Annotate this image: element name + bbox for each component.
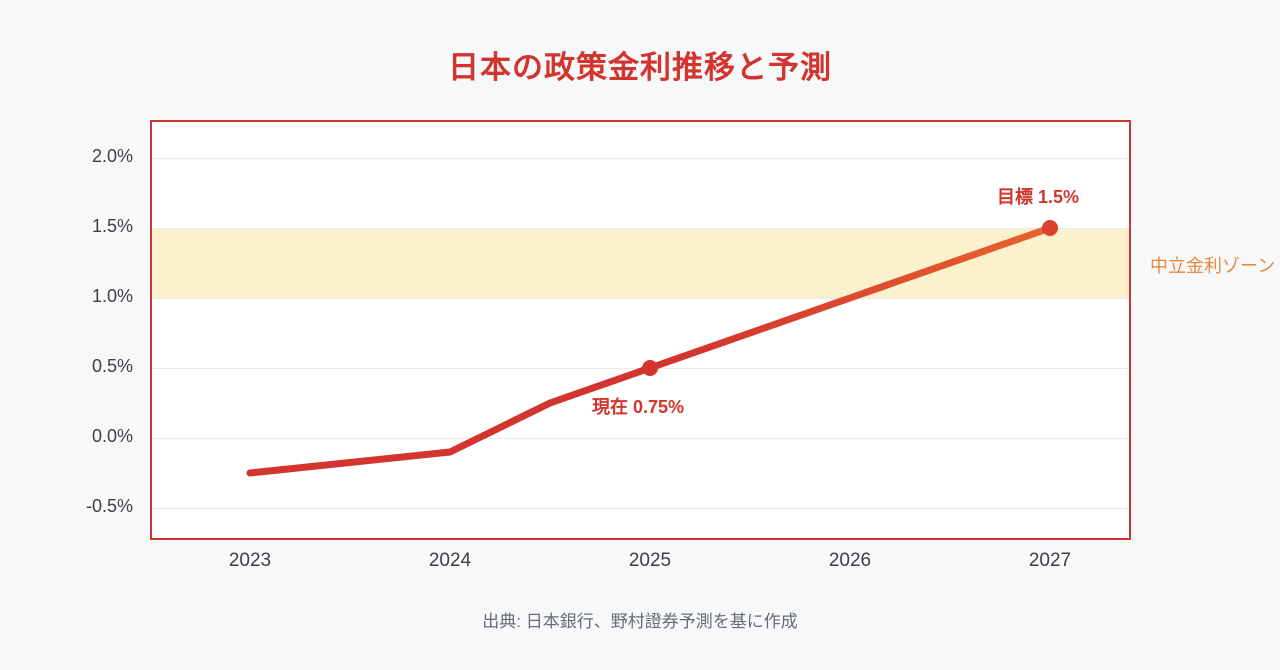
- x-tick-label: 2024: [428, 550, 472, 571]
- x-tick-label: 2027: [1028, 550, 1072, 571]
- y-tick-label: 2.0%: [91, 146, 133, 166]
- neutral-zone-band: [152, 229, 1129, 299]
- page-title: 日本の政策金利推移と予測: [448, 50, 832, 85]
- y-tick-label: 1.5%: [91, 216, 133, 236]
- y-tick-label: -0.5%: [85, 496, 133, 516]
- neutral-zone-label: 中立金利ゾーン: [1150, 256, 1276, 276]
- x-tick-label: 2023: [228, 550, 272, 571]
- gridline: [152, 158, 1129, 159]
- annotation-current-rate: 現在 0.75%: [592, 397, 685, 417]
- gridline: [152, 298, 1129, 299]
- data-point-marker: [642, 360, 658, 376]
- y-tick-label: 0.0%: [91, 426, 133, 446]
- source-note: 出典: 日本銀行、野村證券予測を基に作成: [482, 612, 798, 631]
- y-tick-label: 1.0%: [91, 286, 133, 306]
- x-tick-label: 2026: [828, 550, 872, 571]
- annotation-target-rate: 目標 1.5%: [997, 187, 1080, 207]
- gridline: [152, 508, 1129, 509]
- plot-area: [150, 120, 1131, 540]
- policy-rate-line: [246, 224, 1054, 477]
- gridline: [152, 228, 1129, 229]
- x-tick-label: 2025: [628, 550, 672, 571]
- y-tick-label: 0.5%: [91, 356, 133, 376]
- data-point-marker: [1042, 220, 1058, 236]
- policy-rate-line-chart: [246, 220, 1058, 477]
- gridline: [152, 438, 1129, 439]
